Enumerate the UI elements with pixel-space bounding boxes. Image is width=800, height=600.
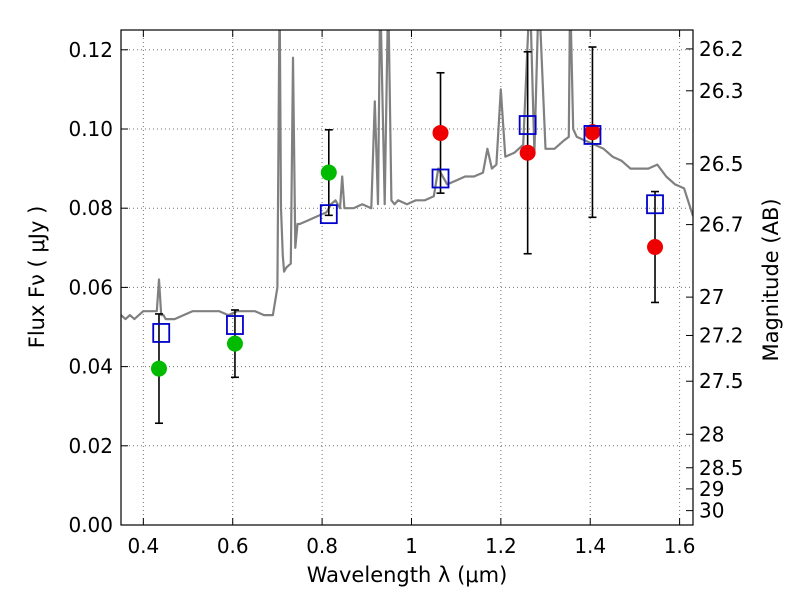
model-flux-square [319, 204, 338, 225]
y-tick-label: 0.06 [68, 275, 113, 299]
grid-lines [121, 30, 693, 526]
magnitude-tick-label: 27.2 [699, 323, 744, 347]
magnitude-axis-title: Magnitude (AB) [759, 198, 783, 361]
y-tick-label: 0.10 [68, 117, 113, 141]
x-tick-label: 1.4 [574, 534, 606, 558]
y-tick-label: 0.02 [68, 434, 113, 458]
x-tick-label: 1.6 [664, 534, 696, 558]
magnitude-tick-label: 26.3 [699, 79, 744, 103]
x-tick-label: 0.4 [127, 534, 159, 558]
model-flux-square [583, 125, 602, 145]
model-flux-square [431, 168, 450, 189]
observed-flux-point [584, 124, 601, 141]
model-flux-square [152, 323, 171, 343]
x-tick-label: 0.8 [306, 534, 338, 558]
magnitude-tick-label: 26.5 [699, 152, 744, 176]
y-tick-label: 0.12 [68, 38, 113, 62]
plot-frame [120, 29, 694, 526]
magnitude-tick-label: 28.5 [699, 456, 744, 480]
model-flux-square [646, 194, 664, 215]
data-markers [150, 115, 664, 377]
model-flux-square [226, 315, 244, 335]
magnitude-tick-label: 26.7 [699, 213, 744, 237]
magnitude-tick-label: 30 [699, 499, 724, 523]
x-axis-ticks: 0.4 0.6 0.8 1 1.2 1.4 1.6 [127, 30, 696, 558]
magnitude-tick-label: 27 [699, 285, 724, 309]
magnitude-tick-label: 29 [699, 477, 724, 501]
magnitude-tick-label: 26.2 [699, 37, 744, 61]
observed-flux-point [320, 164, 337, 181]
x-tick-label: 1.2 [485, 534, 517, 558]
observed-flux-point [226, 335, 243, 352]
x-axis-title: Wavelength λ (μm) [307, 563, 508, 587]
y-tick-label: 0.04 [68, 355, 113, 379]
y-axis-ticks: 0.00 0.02 0.04 0.06 0.08 0.10 0.12 [68, 38, 128, 537]
x-tick-label: 0.6 [217, 534, 249, 558]
magnitude-tick-label: 27.5 [699, 369, 744, 393]
model-flux-square [518, 115, 537, 135]
y-axis-title: Flux Fν ( μJy ) [25, 206, 49, 349]
plot-area [121, 30, 693, 425]
observed-flux-point [647, 239, 664, 256]
y-tick-label: 0.00 [68, 513, 113, 537]
y-tick-label: 0.08 [68, 196, 113, 220]
error-bars [154, 46, 660, 425]
observed-flux-point [519, 144, 536, 161]
spectrum-line [121, 30, 693, 321]
observed-flux-point [432, 124, 449, 141]
magnitude-tick-label: 28 [699, 422, 724, 446]
observed-flux-point [150, 360, 167, 377]
x-tick-label: 1 [405, 534, 418, 558]
